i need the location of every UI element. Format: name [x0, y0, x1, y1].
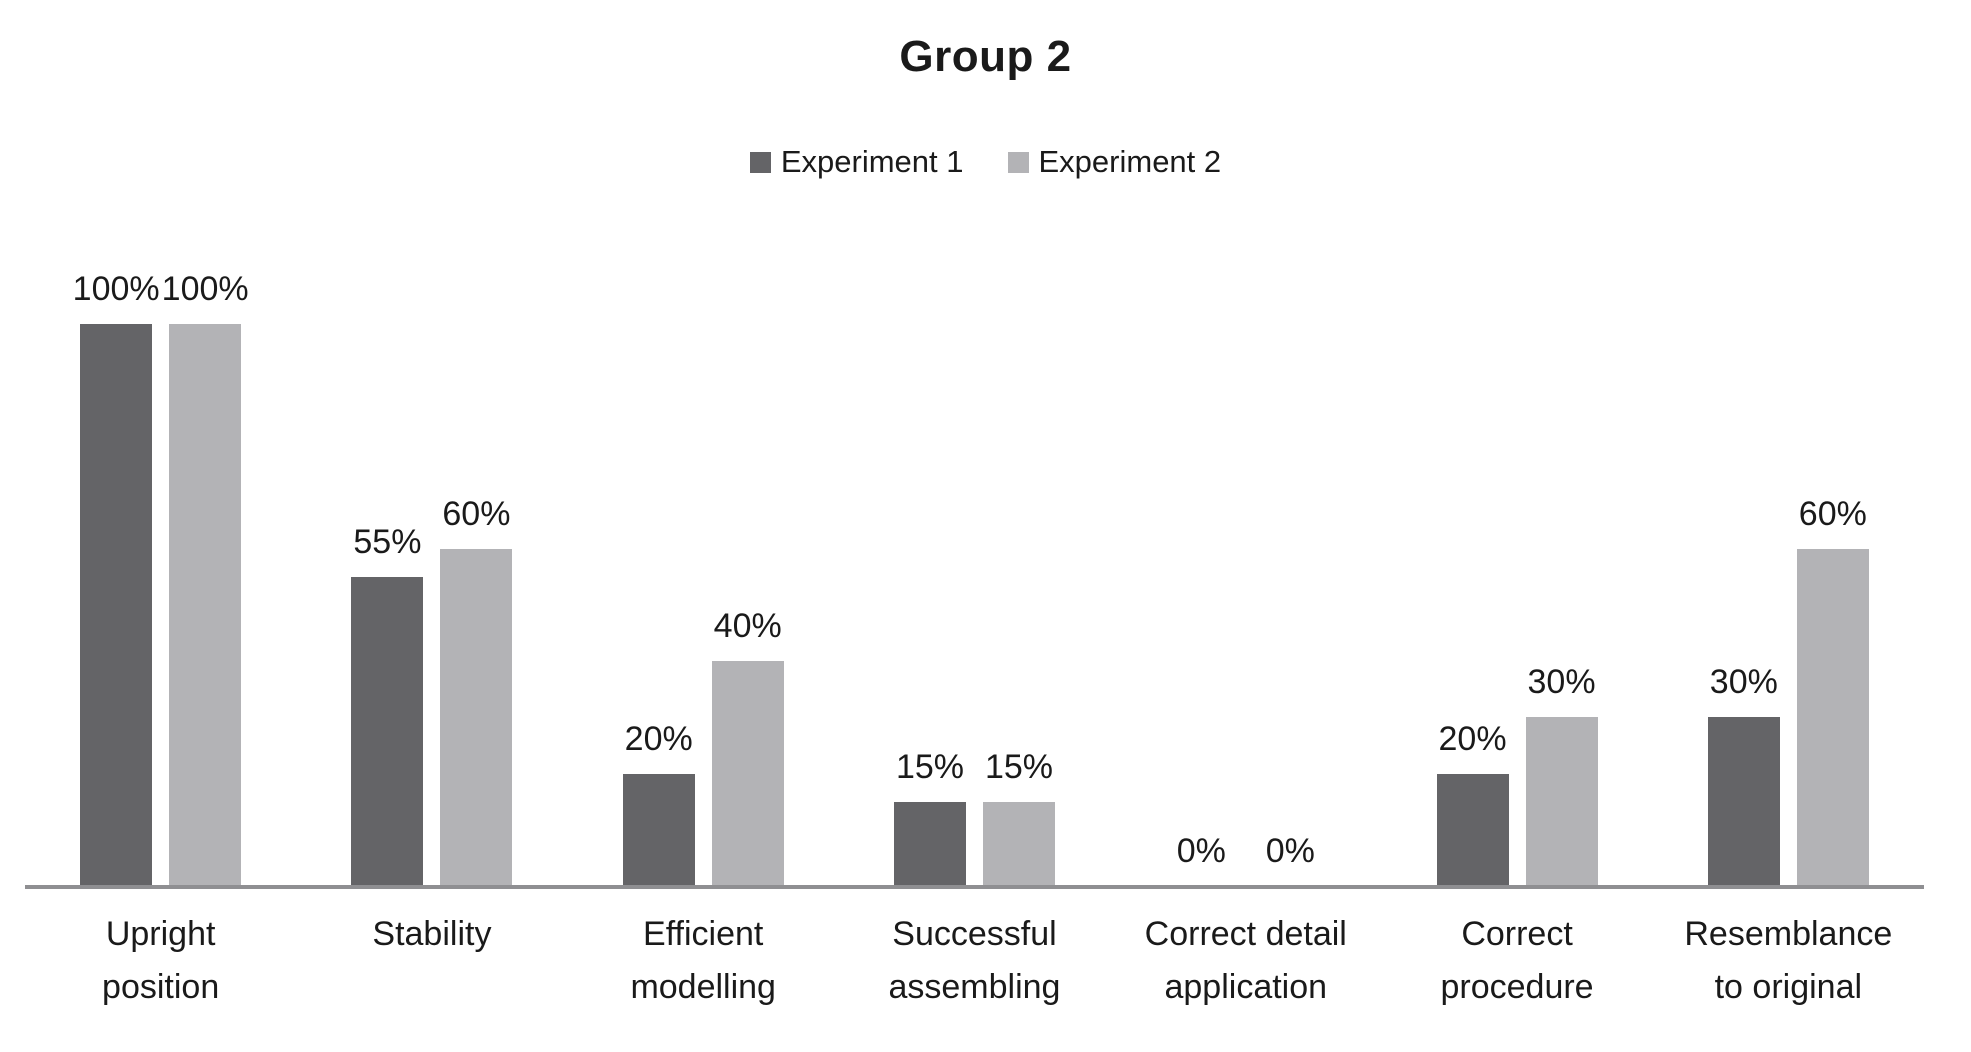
bar-series-1: 100% — [73, 272, 160, 886]
category-labels: Upright position Stability Efficient model… — [25, 908, 1924, 1013]
bar-series-2: 100% — [162, 272, 249, 886]
bar-series-2: 60% — [440, 497, 513, 886]
bar-group: 20% 40% — [568, 0, 839, 886]
category-label: Efficient modelling — [630, 915, 776, 1006]
value-label: 0% — [1265, 832, 1315, 870]
bar-series-2: 40% — [711, 609, 784, 886]
category-label: Successful assembling — [888, 915, 1061, 1006]
bar-series-1: 20% — [622, 722, 695, 886]
bar-group: 0% 0% — [1110, 0, 1381, 886]
category-label: Correct detail application — [1144, 915, 1347, 1006]
value-label: 55% — [353, 522, 422, 561]
bar-series-2: 60% — [1796, 497, 1869, 886]
bar-group: 55% 60% — [296, 0, 567, 886]
value-label: 15% — [895, 747, 965, 786]
category-label: Stability — [372, 915, 492, 953]
value-label: 60% — [442, 494, 511, 533]
x-axis-line — [25, 885, 1924, 889]
bar-group: 15% 15% — [839, 0, 1110, 886]
plot-area: 100% 100% 55% 60% 20% 40% 15% 15% 0% 0% 20% 30% 30% 6… — [25, 0, 1924, 886]
bar-group: 30% 60% — [1653, 0, 1924, 886]
legend-item-experiment-2: Experiment 2 — [1007, 144, 1222, 180]
chart-title: Group 2 — [899, 32, 1072, 81]
bar-series-1: 30% — [1707, 665, 1780, 886]
value-label: 20% — [624, 719, 693, 758]
bar-series-2: 30% — [1525, 665, 1598, 886]
category-label: Correct procedure — [1440, 915, 1594, 1006]
category-label: Resemblance to original — [1684, 915, 1893, 1006]
legend-swatch-experiment-1 — [749, 151, 771, 173]
bar-series-1: 20% — [1436, 722, 1509, 886]
value-label: 100% — [72, 270, 160, 308]
bar-group: 100% 100% — [25, 0, 296, 886]
legend-swatch-experiment-2 — [1007, 151, 1029, 173]
value-label: 0% — [1176, 832, 1226, 870]
bar-group: 20% 30% — [1381, 0, 1652, 886]
value-label: 30% — [1709, 663, 1778, 702]
bar-series-1: 55% — [351, 525, 424, 886]
value-label: 40% — [713, 607, 782, 646]
value-label: 100% — [161, 270, 249, 308]
value-label: 30% — [1527, 663, 1596, 702]
category-label: Upright position — [102, 915, 220, 1006]
value-label: 20% — [1438, 719, 1507, 758]
value-label: 60% — [1798, 494, 1867, 533]
bar-series-1: 15% — [893, 750, 966, 886]
legend-label-experiment-1: Experiment 1 — [780, 144, 964, 179]
legend: Experiment 1 Experiment 2 — [0, 144, 1971, 180]
legend-item-experiment-1: Experiment 1 — [749, 144, 964, 180]
legend-label-experiment-2: Experiment 2 — [1038, 144, 1222, 179]
value-label: 15% — [984, 747, 1054, 786]
bar-series-2: 15% — [982, 750, 1055, 886]
